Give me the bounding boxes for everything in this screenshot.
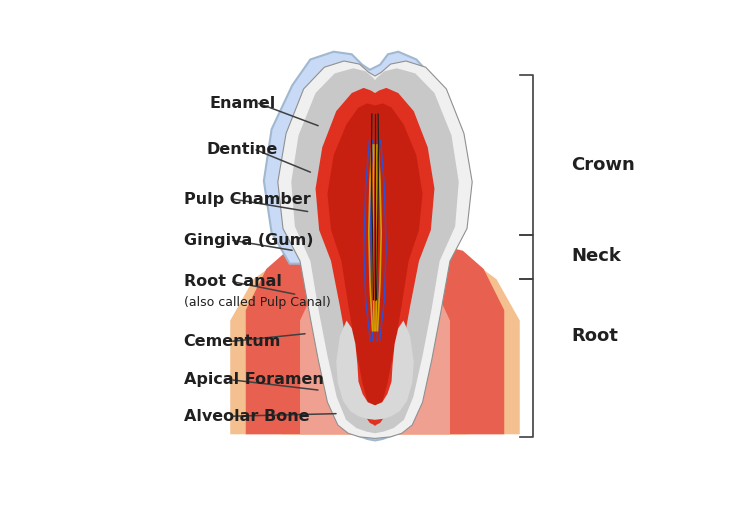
- Text: Crown: Crown: [572, 157, 635, 174]
- Text: Alveolar Bone: Alveolar Bone: [184, 408, 309, 424]
- Text: Apical Foramen: Apical Foramen: [184, 372, 323, 388]
- Polygon shape: [291, 68, 459, 433]
- Text: Enamel: Enamel: [209, 96, 276, 111]
- Polygon shape: [300, 256, 450, 434]
- Text: Pulp Chamber: Pulp Chamber: [184, 191, 310, 207]
- Text: Root: Root: [572, 327, 618, 345]
- Text: Neck: Neck: [572, 247, 621, 265]
- Polygon shape: [264, 52, 466, 440]
- Text: (also called Pulp Canal): (also called Pulp Canal): [184, 296, 331, 309]
- Text: Dentine: Dentine: [207, 142, 278, 158]
- Text: Root Canal: Root Canal: [184, 274, 281, 290]
- Polygon shape: [282, 282, 468, 434]
- Text: Gingiva (Gum): Gingiva (Gum): [184, 233, 314, 248]
- Polygon shape: [328, 103, 422, 416]
- Text: Cementum: Cementum: [184, 333, 281, 349]
- Polygon shape: [336, 321, 414, 420]
- Polygon shape: [316, 88, 434, 426]
- Polygon shape: [246, 243, 504, 434]
- Polygon shape: [230, 248, 520, 434]
- Polygon shape: [278, 61, 472, 438]
